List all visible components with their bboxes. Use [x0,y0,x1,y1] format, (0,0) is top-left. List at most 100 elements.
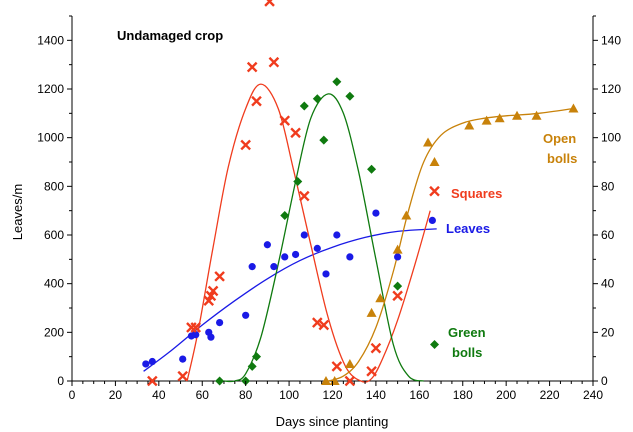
open-bolls-data-point [392,244,403,254]
leaves-data-point [148,357,156,366]
squares-data-point [147,375,158,387]
open-bolls-data-point [366,307,377,317]
open-bolls-series-label: Open [543,131,576,146]
green-bolls-data-point [215,376,225,386]
open-bolls-fit-curve [328,107,574,382]
green-bolls-data-point [319,135,329,145]
y-right-tick-label: 60 [601,228,615,242]
open-bolls-data-point [512,110,523,120]
leaves-data-point [263,241,271,249]
y-right-tick-label: 120 [601,82,621,96]
x-tick-label: 100 [279,388,299,402]
green-bolls-data-point [247,361,257,371]
squares-data-point [392,290,403,302]
green-bolls-data-point [293,176,303,186]
open-bolls-data-point [344,358,355,368]
x-tick-label: 40 [152,388,166,402]
leaves-fit-curve [143,228,437,372]
plot-frame [71,16,594,382]
x-tick-label: 0 [69,388,76,402]
leaves-data-point [216,319,224,327]
y-left-tick-label: 800 [44,179,64,193]
green-bolls-data-point [345,91,355,101]
squares-data-point [205,290,217,302]
squares-data-point [264,0,275,7]
leaves-data-point [300,231,308,239]
squares-data-point [251,95,262,107]
green-bolls-data-point [430,340,440,349]
x-tick-label: 200 [496,388,516,402]
y-left-tick-label: 0 [57,374,64,388]
y-right-tick-label: 140 [601,33,621,47]
squares-data-point [279,115,291,126]
leaves-data-point [291,250,300,259]
leaves-data-point [179,355,187,363]
green-bolls-series-label: bolls [452,345,482,360]
axes: 0 20 40 60 80 100 120 140 160 180 200 220 2400200400… [37,15,621,402]
x-tick-label: 220 [540,388,560,402]
squares-data-point [429,185,440,197]
leaves-data-point [281,253,289,261]
squares-data-point [246,61,258,73]
squares-data-point [207,285,219,297]
squares-data-point [290,127,301,139]
squares-data-point [331,361,343,372]
open-bolls-data-point [320,376,331,385]
leaves-data-point [346,253,354,261]
squares-data-point [268,56,280,68]
green-bolls-data-point [312,94,322,104]
x-tick-label: 60 [196,388,210,402]
open-bolls-data-point [531,110,542,120]
squares-data-point [190,322,202,333]
green-bolls-data-point [393,281,403,291]
open-bolls-data-point [568,103,579,113]
squares-data-point [240,139,251,151]
leaves-series-label: Leaves [446,221,490,236]
leaves-data-point [372,209,380,217]
y-right-tick-label: 80 [601,179,615,193]
leaves-data-point [242,311,250,319]
open-bolls-data-point [423,137,434,147]
y-right-tick-label: 40 [601,277,615,291]
open-bolls-data-point [481,115,492,125]
y-left-tick-label: 1200 [37,82,64,96]
chart-annotation: Undamaged crop [117,28,223,43]
green-bolls-series-label: Green [448,325,486,340]
leaves-data-point [428,216,436,224]
x-tick-label: 160 [409,388,429,402]
squares-data-point [203,295,215,306]
series-labels: Leaves Squares Green bolls Open bolls [446,131,577,360]
squares-data-point [214,271,225,282]
squares-data-point [318,319,330,331]
y-left-tick-label: 1000 [37,131,64,145]
x-tick-label: 120 [322,388,342,402]
squares-data-point [298,190,310,202]
y-left-tick-label: 400 [44,277,64,291]
data-markers [142,0,579,387]
green-bolls-data-point [332,77,342,87]
x-tick-label: 20 [109,388,123,402]
green-bolls-data-point [280,211,290,221]
y-left-tick-label: 200 [44,325,64,339]
open-bolls-data-point [429,157,440,166]
leaves-data-point [248,263,256,271]
squares-data-point [177,370,189,382]
leaves-data-point [333,231,341,239]
leaves-data-point [192,331,200,339]
x-tick-label: 140 [366,388,386,402]
squares-fit-curve [186,83,431,383]
y-axis-label-left: Leaves/m [10,184,25,240]
squares-data-point [344,375,356,387]
leaves-data-point [394,253,402,261]
green-bolls-data-point [299,101,309,111]
y-left-tick-label: 1400 [37,33,64,47]
leaves-data-point [313,244,321,252]
leaves-data-point [207,333,215,341]
green-bolls-data-point [252,352,262,362]
open-bolls-data-point [375,293,386,303]
x-axis-label: Days since planting [276,414,389,429]
x-tick-label: 240 [583,388,603,402]
squares-series-label: Squares [451,186,502,201]
green-bolls-data-point [367,164,377,174]
